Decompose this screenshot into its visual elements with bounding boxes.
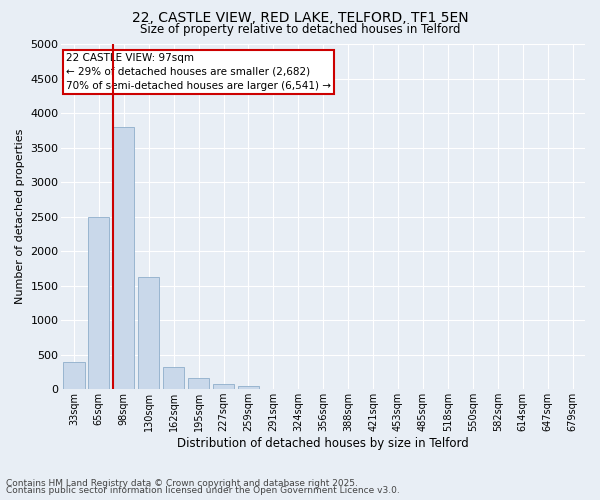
Bar (113, 127, 134, 389)
Text: 22, CASTLE VIEW, RED LAKE, TELFORD, TF1 5EN: 22, CASTLE VIEW, RED LAKE, TELFORD, TF1 … (131, 11, 469, 25)
X-axis label: Distribution of detached houses by size in Telford: Distribution of detached houses by size … (178, 437, 469, 450)
Bar (188, 378, 209, 389)
Text: Contains public sector information licensed under the Open Government Licence v3: Contains public sector information licen… (6, 486, 400, 495)
Text: Size of property relative to detached houses in Telford: Size of property relative to detached ho… (140, 22, 460, 36)
Bar (163, 367, 184, 389)
Bar (64, 362, 85, 389)
Bar (238, 386, 259, 389)
Text: Contains HM Land Registry data © Crown copyright and database right 2025.: Contains HM Land Registry data © Crown c… (6, 478, 358, 488)
Bar (88, 216, 109, 389)
Text: 22 CASTLE VIEW: 97sqm
← 29% of detached houses are smaller (2,682)
70% of semi-d: 22 CASTLE VIEW: 97sqm ← 29% of detached … (65, 52, 331, 90)
Y-axis label: Number of detached properties: Number of detached properties (15, 129, 25, 304)
Bar (138, 278, 160, 389)
Bar (213, 384, 234, 389)
